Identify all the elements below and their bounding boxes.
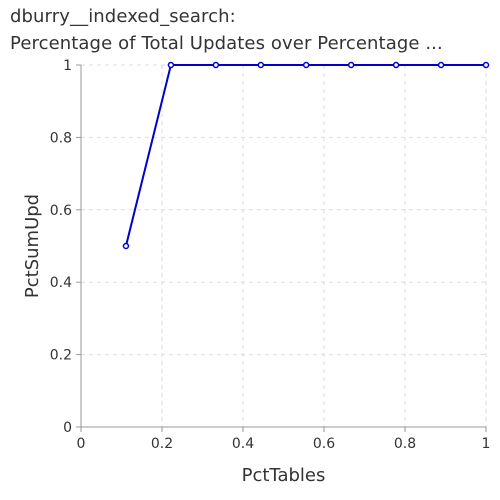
x-tick-label: 0.8 xyxy=(394,436,416,452)
x-tick-label: 1 xyxy=(482,436,491,452)
chart-title-line-1: dburry__indexed_search: xyxy=(10,6,236,27)
y-tick-label: 0.2 xyxy=(50,348,72,364)
x-axis-label: PctTables xyxy=(242,465,326,486)
data-point xyxy=(482,61,490,69)
series-line xyxy=(124,64,486,247)
data-point xyxy=(392,61,400,69)
data-point xyxy=(257,61,265,69)
data-point xyxy=(437,61,445,69)
y-tick-label: 0.4 xyxy=(50,275,72,291)
x-tick-label: 0 xyxy=(77,436,86,452)
tick-labels: 0 0.2 0.4 0.6 0.8 1 0 0.2 0.4 0.6 0.8 1 xyxy=(50,58,491,452)
x-tick-label: 0.2 xyxy=(151,436,173,452)
y-tick-label: 1 xyxy=(63,58,72,74)
x-tick-label: 0.4 xyxy=(232,436,254,452)
data-point xyxy=(302,61,310,69)
grid-lines xyxy=(81,64,487,427)
x-tick-label: 0.6 xyxy=(313,436,335,452)
series-layer xyxy=(122,61,490,250)
data-point xyxy=(347,61,355,69)
y-tick-label: 0 xyxy=(63,420,72,436)
data-point xyxy=(212,61,220,69)
chart-title-line-2: Percentage of Total Updates over Percent… xyxy=(10,33,443,54)
y-tick-label: 0.6 xyxy=(50,203,72,219)
axes xyxy=(76,64,487,432)
y-axis-label: PctSumUpd xyxy=(22,194,43,298)
data-point xyxy=(167,61,175,69)
data-point xyxy=(122,242,130,250)
y-tick-label: 0.8 xyxy=(50,130,72,146)
